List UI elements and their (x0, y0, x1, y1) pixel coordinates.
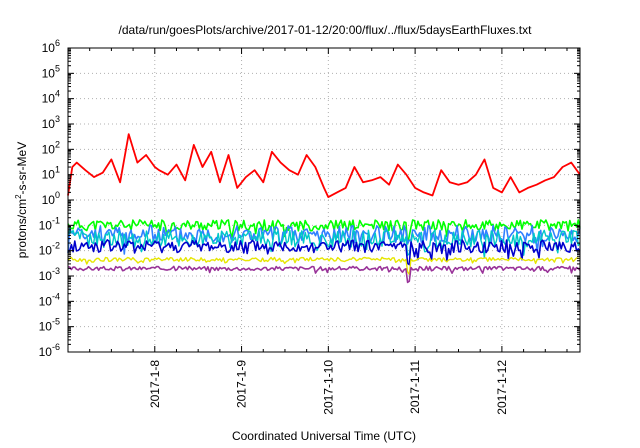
series-line-0 (67, 133, 581, 198)
y-tick-label: 100 (42, 190, 60, 207)
y-tick-label: 10-6 (39, 342, 60, 359)
y-tick-label: 101 (42, 165, 60, 182)
x-tick-label: 2017-1-9 (235, 360, 249, 408)
y-tick-label: 105 (42, 63, 60, 80)
series-line-6 (67, 265, 581, 284)
x-tick-label: 2017-1-10 (321, 360, 335, 415)
series-line-5 (67, 256, 581, 275)
y-tick-label: 10-5 (39, 317, 60, 334)
y-tick-label: 10-4 (39, 291, 60, 308)
y-axis-label: protons/cm2-s-sr-MeV (14, 142, 29, 258)
y-tick-label: 102 (42, 139, 60, 156)
y-tick-label: 10-3 (39, 266, 60, 283)
x-tick-label: 2017-1-12 (495, 360, 509, 415)
data-series (67, 133, 581, 284)
y-tick-label: 104 (42, 89, 60, 106)
x-tick-label: 2017-1-11 (408, 360, 422, 414)
series-line-3 (67, 229, 581, 259)
y-tick-label: 106 (42, 38, 60, 55)
y-axis: 106 105 104 103 102 101 100 10-1 10-2 10-3 10-4 10-… (39, 38, 580, 359)
y-tick-label: 10-2 (39, 241, 60, 258)
y-tick-label: 103 (42, 114, 60, 131)
x-axis: 2017-1-8 2017-1-9 2017-1-10 2017-1-11 2017-1… (89, 48, 568, 415)
y-tick-label: 10-1 (39, 215, 60, 232)
series-line-4 (67, 239, 581, 266)
x-axis-label: Coordinated Universal Time (UTC) (232, 429, 416, 443)
chart-title: /data/run/goesPlots/archive/2017-01-12/2… (119, 23, 533, 37)
grid-lines (68, 48, 580, 352)
x-tick-label: 2017-1-8 (148, 360, 162, 408)
